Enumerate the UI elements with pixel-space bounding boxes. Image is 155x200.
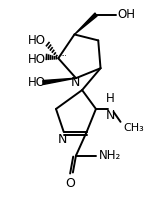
Text: NH₂: NH₂ xyxy=(99,149,121,162)
Text: ...: ... xyxy=(60,51,67,57)
Text: HO: HO xyxy=(28,34,46,47)
Text: N: N xyxy=(71,76,81,89)
Text: H: H xyxy=(106,92,115,105)
Text: N: N xyxy=(106,109,115,122)
Polygon shape xyxy=(43,78,76,84)
Text: CH₃: CH₃ xyxy=(124,123,144,133)
Polygon shape xyxy=(74,13,97,34)
Text: O: O xyxy=(66,177,75,190)
Text: HO: HO xyxy=(28,76,46,89)
Text: OH: OH xyxy=(117,8,135,21)
Text: HO: HO xyxy=(28,53,46,66)
Text: N: N xyxy=(58,133,68,146)
